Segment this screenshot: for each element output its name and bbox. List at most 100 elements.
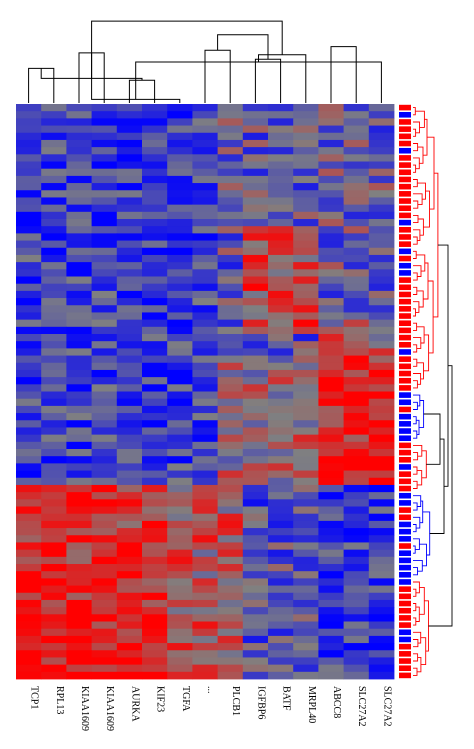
row-group-marker [399,636,411,643]
row-dendrogram-branch [413,430,418,439]
heatmap-cell [167,484,193,493]
heatmap-cell [167,118,193,126]
heatmap-cell [116,614,143,622]
heatmap-cell [268,664,294,673]
heatmap-cell [16,477,42,486]
column-label-rpl13: RPL13 [54,686,65,714]
heatmap-cell [91,470,118,479]
heatmap-cell [293,305,319,313]
heatmap-cell [343,219,370,227]
heatmap-cell [217,535,244,543]
heatmap-cell [16,614,42,622]
heatmap-cell [343,398,370,407]
heatmap-cell [91,226,118,234]
heatmap-cell [16,650,42,658]
heatmap-cell [318,513,344,522]
heatmap-cell [343,104,370,112]
heatmap-cell [142,362,168,371]
heatmap-cell [192,664,218,673]
heatmap-cell [16,341,42,349]
heatmap-cell [41,571,67,579]
row-group-marker [399,607,411,614]
heatmap-cell [91,520,118,529]
heatmap-cell [66,441,92,450]
heatmap-cell [142,147,168,155]
heatmap-cell [318,111,344,119]
heatmap-cell [116,283,143,292]
heatmap-cell [116,355,143,364]
heatmap-cell [41,154,67,162]
heatmap-cell [343,240,370,249]
heatmap-cell [192,334,218,342]
heatmap-cell [242,535,269,543]
heatmap-cell [142,635,168,644]
heatmap-cell [41,240,67,249]
heatmap-cell [293,262,319,270]
heatmap-cell [167,298,193,306]
heatmap-cell [116,348,143,356]
heatmap-cell [142,240,168,249]
heatmap-cell [293,175,319,184]
heatmap-cell [318,585,344,594]
heatmap-cell [217,542,244,551]
heatmap-cell [318,305,344,313]
heatmap-cell [318,154,344,162]
column-label-slc27a2-b: SLC27A2 [381,686,392,727]
heatmap-cell [41,671,67,680]
heatmap-cell [217,599,244,608]
heatmap-cell [192,441,218,450]
heatmap-cell [293,578,319,586]
heatmap-cell [368,571,395,579]
heatmap-cell [142,190,168,198]
heatmap-cell [343,183,370,191]
heatmap-cell [116,398,143,407]
heatmap-cell [16,276,42,285]
heatmap-cell [217,556,244,565]
heatmap-cell [217,240,244,249]
heatmap-cell [116,413,143,421]
heatmap-cell [192,564,218,572]
heatmap-cell [242,470,269,479]
heatmap-cell [318,298,344,306]
heatmap-cell [167,168,193,177]
heatmap-cell [318,204,344,213]
heatmap-cell [242,607,269,615]
heatmap-cell [66,348,92,356]
row-dendrogram-branch [413,545,416,554]
heatmap-cell [318,520,344,529]
heatmap-cell [192,506,218,515]
heatmap-cell [167,369,193,378]
heatmap-cell [343,463,370,471]
heatmap-cell [268,470,294,479]
heatmap-cell [91,269,118,277]
heatmap-cell [318,348,344,356]
heatmap-cell [368,564,395,572]
heatmap-cell [142,312,168,321]
heatmap-cell [66,650,92,658]
heatmap-cell [16,592,42,601]
heatmap-cell [343,535,370,543]
heatmap-cell [242,132,269,141]
row-dendrogram-branch [418,218,424,236]
heatmap-cell [343,520,370,529]
heatmap-cell [41,355,67,364]
row-dendrogram-branch [413,653,419,662]
heatmap-cell [41,247,67,256]
heatmap-cell [192,549,218,558]
heatmap-cell [66,377,92,385]
heatmap-cell [318,470,344,479]
heatmap-cell [192,118,218,126]
heatmap-cell [318,477,344,486]
heatmap-cell [91,556,118,565]
row-dendrogram-branch [413,358,418,367]
heatmap-cell [142,348,168,356]
heatmap-cell [16,305,42,313]
heatmap-cell [268,599,294,608]
heatmap-cell [217,118,244,126]
heatmap-cell [116,499,143,507]
heatmap-cell [91,420,118,428]
heatmap-cell [41,405,67,414]
heatmap-cell [116,585,143,594]
heatmap-cell [242,484,269,493]
heatmap-cell [16,549,42,558]
